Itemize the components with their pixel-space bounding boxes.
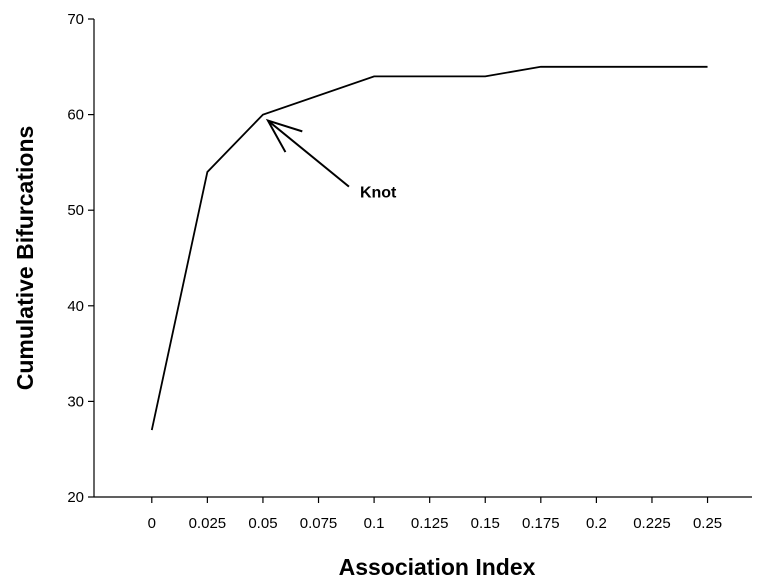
x-tick-label: 0.1 xyxy=(364,515,385,532)
x-ticks: 0 0.025 0.05 0.075 0.1 0.125 0.15 0.175 0.2 0.225… xyxy=(148,497,722,532)
axes xyxy=(93,19,752,498)
annotation-group: Knot xyxy=(265,118,397,202)
series-line xyxy=(150,65,708,431)
series-group xyxy=(150,65,708,431)
x-tick-label: 0.15 xyxy=(471,515,500,532)
y-tick-label: 50 xyxy=(67,202,84,219)
x-axis-title: Association Index xyxy=(339,554,536,578)
x-tick-label: 0.075 xyxy=(300,515,338,532)
x-tick-label: 0.2 xyxy=(586,515,607,532)
annotation-label: Knot xyxy=(360,185,397,202)
y-tick-label: 20 xyxy=(67,489,84,506)
y-ticks: 20 30 40 50 60 70 xyxy=(67,11,94,506)
y-tick-label: 30 xyxy=(67,393,84,410)
x-tick-label: 0.05 xyxy=(248,515,277,532)
y-axis-title: Cumulative Bifurcations xyxy=(12,126,38,391)
y-tick-label: 70 xyxy=(67,11,84,28)
x-tick-label: 0.25 xyxy=(693,515,722,532)
x-tick-label: 0.175 xyxy=(522,515,560,532)
y-tick-label: 60 xyxy=(67,107,84,124)
x-tick-label: 0.225 xyxy=(633,515,671,532)
x-tick-label: 0.025 xyxy=(189,515,227,532)
annotation-arrow-shaft xyxy=(267,119,350,188)
annotation-arrow-head xyxy=(265,118,303,153)
x-tick-label: 0.125 xyxy=(411,515,449,532)
x-tick-label: 0 xyxy=(148,515,156,532)
y-tick-label: 40 xyxy=(67,298,84,315)
